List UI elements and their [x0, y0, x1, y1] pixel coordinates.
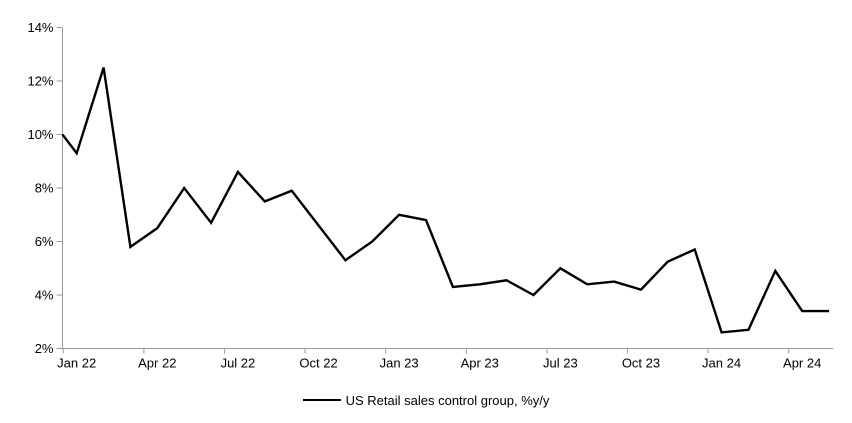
x-tick-label: Jul 23 [543, 356, 578, 371]
legend-label: US Retail sales control group, %y/y [345, 392, 550, 408]
series-line [61, 67, 830, 334]
x-tick-label: Oct 23 [622, 356, 660, 371]
y-tick-label: 6% [35, 234, 54, 249]
y-tick-label: 8% [35, 181, 54, 196]
y-tick-label: 10% [27, 127, 53, 142]
x-tick-label: Jul 22 [221, 356, 256, 371]
y-tick-label: 12% [27, 74, 53, 89]
y-tick-label: 4% [35, 288, 54, 303]
x-tick-label: Apr 23 [461, 356, 499, 371]
y-tick-label: 2% [35, 341, 54, 356]
legend-line-sample [302, 399, 341, 401]
x-tick-label: Apr 22 [138, 356, 176, 371]
x-tick-label: Jan 22 [57, 356, 96, 371]
x-tick-label: Jan 23 [380, 356, 419, 371]
x-tick-label: Oct 22 [299, 356, 337, 371]
x-tick-label: Apr 24 [783, 356, 821, 371]
legend: US Retail sales control group, %y/y [0, 390, 852, 410]
y-tick-label: 14% [27, 20, 53, 35]
x-tick-label: Jan 24 [702, 356, 741, 371]
